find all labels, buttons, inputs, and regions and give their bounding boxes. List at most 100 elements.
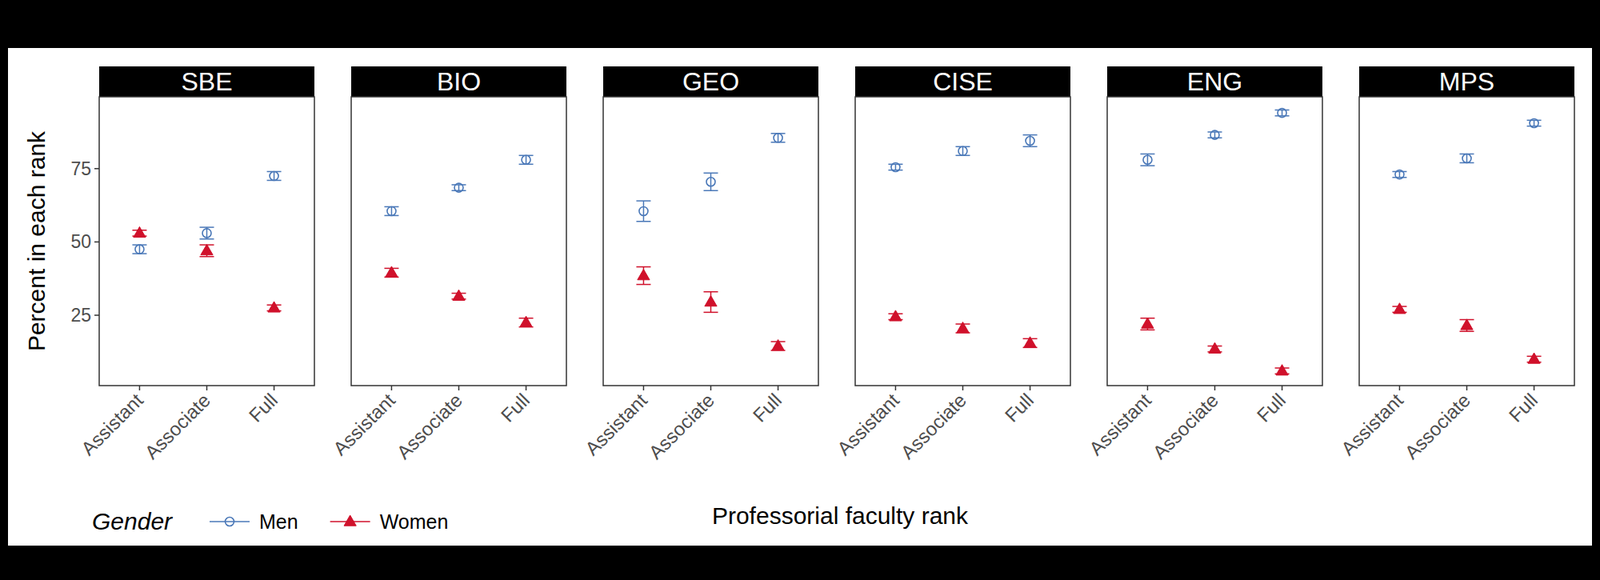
error-bar	[888, 164, 903, 170]
point	[1141, 317, 1154, 328]
error-cap	[704, 312, 719, 314]
x-tick-label: Assistant	[832, 388, 904, 460]
point	[1276, 364, 1288, 376]
error-cap	[888, 169, 903, 172]
error-cap	[1140, 164, 1155, 167]
strip	[99, 66, 315, 97]
data-layer	[888, 135, 1037, 348]
x-tick-label: Associate	[392, 388, 467, 464]
background	[0, 0, 1600, 580]
x-tick	[206, 385, 208, 391]
strip	[603, 66, 819, 97]
error-bar	[771, 133, 786, 143]
chart: SBE255075AssistantAssociateFullBIOAssist…	[0, 0, 1600, 580]
data-layer	[1140, 108, 1289, 376]
point	[704, 296, 717, 307]
error-cap	[1275, 115, 1290, 117]
point	[202, 228, 212, 238]
error-stem	[1281, 109, 1284, 116]
point	[1528, 352, 1540, 364]
plot-frame	[99, 96, 315, 386]
x-tick	[391, 385, 393, 391]
x-tick-label: Associate	[140, 388, 215, 464]
error-stem	[1466, 153, 1468, 163]
point	[958, 146, 968, 156]
x-tick	[777, 385, 780, 391]
error-stem	[273, 171, 276, 180]
error-bar	[267, 171, 282, 180]
error-bar	[200, 227, 215, 240]
x-tick	[1466, 385, 1468, 391]
point	[520, 316, 532, 327]
point	[269, 171, 279, 180]
point	[1460, 319, 1473, 330]
y-axis-label: Percent in each rank	[23, 130, 50, 352]
error-stem	[777, 133, 780, 143]
data-layer	[132, 171, 281, 312]
error-bar	[704, 292, 719, 313]
x-tick-label: Assistant	[1084, 388, 1156, 460]
point	[200, 244, 213, 255]
error-bar	[1208, 132, 1223, 138]
error-cap	[1023, 146, 1038, 148]
legend-label: Men	[259, 510, 299, 533]
error-cap	[636, 220, 651, 223]
error-stem	[139, 244, 141, 254]
error-stem	[962, 146, 964, 156]
error-cap	[1392, 171, 1407, 173]
x-tick-label: Associate	[1148, 388, 1223, 464]
error-stem	[458, 184, 460, 191]
error-cap	[200, 238, 215, 240]
error-cap	[452, 190, 467, 192]
x-tick-label: Full	[1252, 388, 1290, 426]
error-bar	[519, 155, 534, 164]
error-bar	[1023, 135, 1038, 148]
x-tick	[139, 385, 141, 391]
error-bar	[1392, 171, 1407, 177]
panel-title: MPS	[1439, 67, 1495, 96]
error-bar	[1527, 120, 1542, 126]
y-tick	[94, 314, 100, 316]
x-tick	[895, 385, 897, 391]
x-tick-label: Full	[1000, 388, 1038, 426]
point	[1024, 336, 1036, 348]
x-tick	[1214, 385, 1216, 391]
error-bar	[956, 146, 971, 156]
point	[706, 177, 716, 187]
x-tick	[458, 385, 460, 391]
panel: GEOAssistantAssociateFull	[580, 66, 819, 464]
error-cap	[636, 284, 651, 286]
point	[956, 322, 969, 333]
error-bar	[384, 206, 399, 216]
data-layer	[1392, 118, 1541, 364]
point	[268, 301, 280, 312]
point	[521, 155, 531, 164]
x-tick-label: Assistant	[76, 388, 148, 460]
plot-frame	[603, 96, 819, 386]
point	[639, 206, 648, 216]
point	[891, 162, 900, 172]
x-tick-label: Full	[244, 388, 282, 426]
error-bar	[132, 244, 147, 254]
data-layer	[636, 133, 785, 351]
error-cap	[1275, 109, 1290, 112]
plot-frame	[855, 96, 1071, 386]
error-cap	[1023, 134, 1038, 136]
panel: CISEAssistantAssociateFull	[832, 66, 1071, 464]
error-cap	[200, 226, 215, 228]
x-tick-label: Assistant	[580, 388, 652, 460]
y-tick-label: 25	[70, 304, 92, 326]
y-tick-label: 75	[70, 158, 92, 180]
y-tick-label: 50	[70, 231, 92, 252]
x-tick	[273, 385, 276, 391]
plot-frame	[351, 96, 567, 386]
error-bar	[1140, 318, 1155, 331]
legend-line	[209, 520, 250, 523]
point	[133, 226, 146, 237]
error-cap	[1527, 125, 1542, 128]
panel: MPSAssistantAssociateFull	[1336, 66, 1575, 464]
legend-label: Women	[380, 510, 449, 533]
point	[1143, 155, 1152, 164]
error-cap	[1460, 330, 1475, 332]
error-cap	[704, 190, 719, 192]
